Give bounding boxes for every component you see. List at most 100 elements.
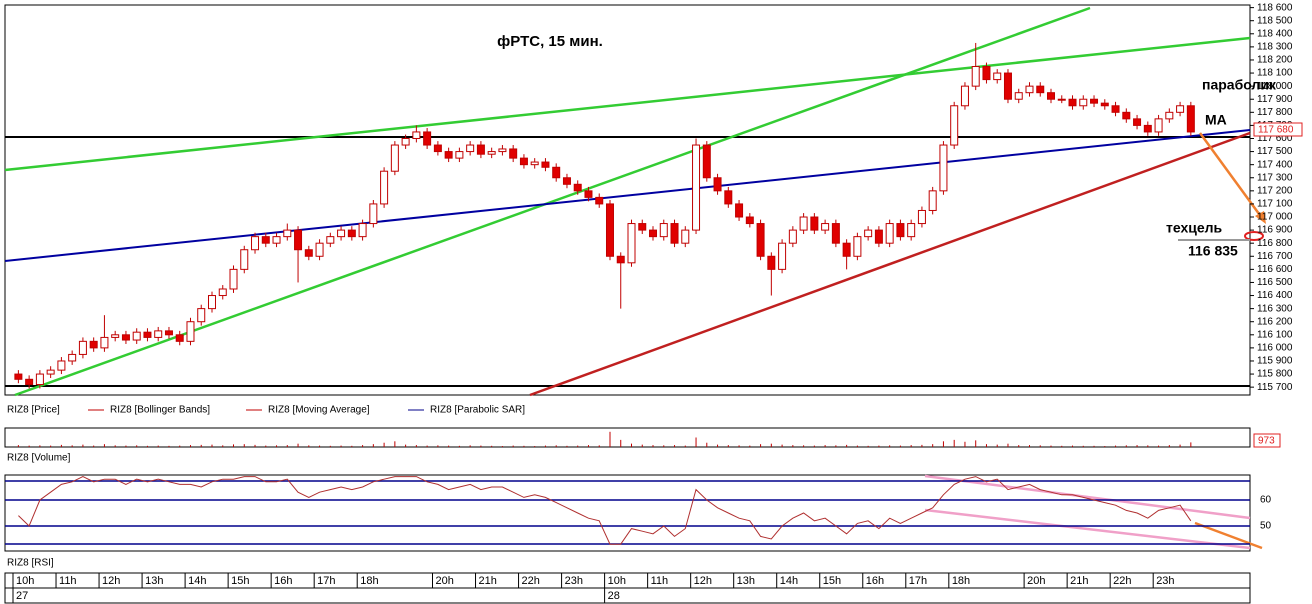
candle-body bbox=[917, 209, 926, 225]
candle-body bbox=[1090, 98, 1099, 104]
candle-body bbox=[57, 360, 66, 371]
candle-body bbox=[950, 105, 959, 146]
candle-body bbox=[68, 353, 77, 362]
y-tick-label: 116 800 bbox=[1257, 238, 1293, 249]
candle-body bbox=[25, 378, 34, 386]
x-tick-label: 22h bbox=[1113, 575, 1131, 587]
candle-body bbox=[1047, 92, 1056, 100]
price-panel bbox=[4, 4, 1251, 396]
y-tick-label: 117 000 bbox=[1257, 212, 1293, 223]
y-tick-label: 116 400 bbox=[1257, 290, 1293, 301]
candle-body bbox=[821, 223, 830, 231]
candle-body bbox=[1003, 72, 1012, 100]
panel-label: RIZ8 [RSI] bbox=[7, 558, 54, 569]
candle-body bbox=[616, 255, 625, 264]
candle-body bbox=[14, 373, 23, 380]
annotation: 116 835 bbox=[1188, 243, 1238, 259]
y-tick-label: 117 200 bbox=[1257, 185, 1293, 196]
legend-label: RIZ8 [Parabolic SAR] bbox=[430, 405, 525, 416]
x-tick-label: 20h bbox=[1027, 575, 1045, 587]
candle-body bbox=[885, 223, 894, 244]
candle-body bbox=[46, 369, 55, 375]
candle-body bbox=[638, 223, 647, 231]
target-mark bbox=[1244, 231, 1264, 241]
x-tick-label: 23h bbox=[1156, 575, 1174, 587]
x-tick-label: 15h bbox=[823, 575, 841, 587]
candle-body bbox=[778, 242, 787, 270]
candle-body bbox=[272, 236, 281, 244]
candle-body bbox=[1186, 105, 1195, 133]
candle-body bbox=[724, 190, 733, 205]
y-tick-label: 118 300 bbox=[1257, 42, 1293, 53]
candle-body bbox=[1036, 85, 1045, 94]
candle-body bbox=[842, 242, 851, 257]
rsi-line bbox=[18, 476, 1192, 545]
y-tick-label: 116 200 bbox=[1257, 316, 1293, 327]
candle-body bbox=[1111, 105, 1120, 113]
x-tick-label: 14h bbox=[780, 575, 798, 587]
candle-body bbox=[175, 334, 184, 342]
y-tick-label: 118 600 bbox=[1257, 2, 1293, 13]
y-tick-label: 117 100 bbox=[1257, 199, 1293, 210]
chart-title: фРТС, 15 мин. bbox=[497, 33, 603, 50]
candle-body bbox=[810, 216, 819, 231]
candle-body bbox=[982, 66, 991, 81]
candle-body bbox=[111, 334, 120, 338]
price-marker-label: 117 680 bbox=[1258, 125, 1294, 136]
x-tick-label: 20h bbox=[436, 575, 454, 587]
annotation: параболик bbox=[1202, 77, 1277, 93]
candle-body bbox=[197, 308, 206, 323]
x-tick-label: 23h bbox=[565, 575, 583, 587]
volume-value-label: 973 bbox=[1258, 436, 1275, 447]
candle-body bbox=[659, 223, 668, 238]
x-tick-label: 16h bbox=[274, 575, 292, 587]
candle-body bbox=[466, 144, 475, 153]
candle-body bbox=[487, 151, 496, 155]
candle-body bbox=[218, 288, 227, 297]
candle-body bbox=[358, 223, 367, 238]
panel-label: RIZ8 [Volume] bbox=[7, 453, 71, 464]
date-label: 27 bbox=[16, 590, 28, 602]
candle-body bbox=[1165, 111, 1174, 120]
x-tick-label: 10h bbox=[608, 575, 626, 587]
y-tick-label: 118 500 bbox=[1257, 15, 1293, 26]
candle-body bbox=[1100, 102, 1109, 107]
trendline bbox=[529, 131, 1251, 397]
candle-body bbox=[960, 85, 969, 107]
candle-body bbox=[519, 157, 528, 166]
candle-body bbox=[928, 190, 937, 211]
y-tick-label: 118 000 bbox=[1257, 81, 1293, 92]
candle-body bbox=[380, 170, 389, 205]
candle-body bbox=[240, 249, 249, 270]
candle-body bbox=[595, 196, 604, 205]
y-tick-label: 50 bbox=[1260, 521, 1272, 532]
candle-body bbox=[692, 144, 701, 231]
legend-label: RIZ8 [Moving Average] bbox=[268, 405, 370, 416]
candle-body bbox=[562, 177, 571, 185]
x-tick-label: 14h bbox=[188, 575, 206, 587]
candle-body bbox=[1154, 118, 1163, 133]
candle-body bbox=[121, 334, 130, 341]
candle-body bbox=[498, 148, 507, 153]
candle-body bbox=[1133, 118, 1142, 126]
annotation: MA bbox=[1205, 112, 1227, 128]
candle-body bbox=[605, 203, 614, 257]
candle-body bbox=[552, 166, 561, 179]
candle-body bbox=[444, 151, 453, 159]
x-tick-label: 21h bbox=[1070, 575, 1088, 587]
candle-body bbox=[788, 229, 797, 244]
candle-body bbox=[1025, 85, 1034, 94]
x-tick-label: 10h bbox=[16, 575, 34, 587]
x-tick-label: 18h bbox=[952, 575, 970, 587]
candle-body bbox=[649, 229, 658, 238]
trendlines bbox=[4, 6, 1266, 550]
candle-body bbox=[164, 330, 173, 336]
candle-body bbox=[412, 131, 421, 139]
y-tick-label: 115 800 bbox=[1257, 369, 1293, 380]
candle-body bbox=[294, 229, 303, 251]
x-tick-label: 13h bbox=[737, 575, 755, 587]
candle-body bbox=[347, 229, 356, 238]
x-tick-label: 18h bbox=[360, 575, 378, 587]
candle-body bbox=[1057, 98, 1066, 101]
y-tick-label: 117 500 bbox=[1257, 146, 1293, 157]
